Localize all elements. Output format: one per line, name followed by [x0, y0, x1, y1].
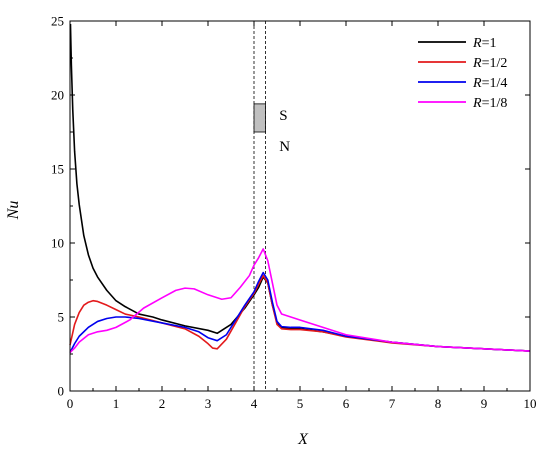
series-line-2	[69, 274, 531, 352]
y-axis-title: Nu	[5, 201, 22, 221]
annotation-n: N	[279, 139, 290, 155]
x-tick-label-9: 9	[481, 396, 488, 411]
x-tick-label-5: 5	[297, 396, 304, 411]
legend: R=1R=1/2R=1/4R=1/8	[418, 36, 507, 111]
legend-value: =1/4	[482, 76, 508, 91]
x-tick-label-4: 4	[251, 396, 258, 411]
legend-variable: R	[472, 96, 482, 111]
legend-label-1: R=1	[472, 36, 496, 51]
y-tick-label-20: 20	[51, 88, 64, 103]
x-tick-label-3: 3	[205, 396, 212, 411]
legend-variable: R	[472, 56, 482, 71]
legend-variable: R	[472, 36, 482, 51]
x-tick-label-10: 10	[524, 396, 537, 411]
legend-value: =1/8	[482, 96, 508, 111]
x-tick-label-8: 8	[435, 396, 442, 411]
x-tick-label-7: 7	[389, 396, 396, 411]
legend-value: =1/2	[482, 56, 508, 71]
block-rect	[253, 103, 266, 133]
series-line-4	[69, 248, 531, 354]
y-tick-label-10: 10	[51, 236, 64, 251]
legend-label-3: R=1/4	[472, 76, 507, 91]
y-tick-label-5: 5	[58, 310, 65, 325]
annotation-s: S	[279, 108, 287, 124]
x-tick-label-0: 0	[67, 396, 74, 411]
plot-frame	[69, 20, 531, 392]
y-tick-label-25: 25	[51, 14, 64, 29]
series-line-3	[69, 271, 531, 353]
x-tick-label-1: 1	[113, 396, 120, 411]
plot-area: SN	[69, 21, 531, 391]
x-tick-label-2: 2	[159, 396, 166, 411]
axes: 0 1 2 3 4 5 6 7 8 9 10 0 5 10 15 20 25	[51, 14, 537, 412]
x-axis-title: X	[297, 431, 309, 448]
legend-label-4: R=1/8	[472, 96, 507, 111]
legend-variable: R	[472, 76, 482, 91]
x-tick-label-6: 6	[343, 396, 350, 411]
y-tick-label-0: 0	[58, 384, 65, 399]
series-line-1	[69, 23, 531, 352]
y-tick-label-15: 15	[51, 162, 64, 177]
legend-value: =1	[482, 36, 497, 51]
legend-label-2: R=1/2	[472, 56, 507, 71]
